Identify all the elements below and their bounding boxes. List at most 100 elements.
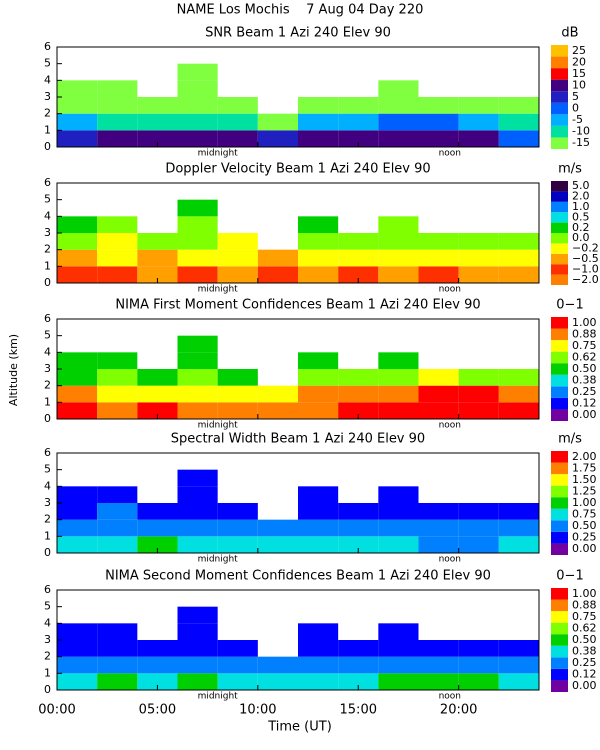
colorbar-band bbox=[551, 485, 568, 498]
cell bbox=[257, 113, 298, 131]
cell bbox=[498, 640, 539, 657]
colorbar-band bbox=[551, 91, 568, 103]
cell bbox=[137, 536, 178, 553]
cell bbox=[257, 519, 298, 537]
cell bbox=[97, 352, 138, 369]
colorbar-band bbox=[551, 634, 568, 646]
y-tick-label: 0 bbox=[44, 276, 51, 289]
cell bbox=[177, 80, 218, 97]
colorbar-label: 1.25 bbox=[572, 484, 597, 497]
colorbar-label: 2.00 bbox=[572, 450, 597, 463]
cell bbox=[57, 640, 98, 657]
colorbar-label: 0.88 bbox=[572, 598, 597, 611]
y-tick-label: 5 bbox=[44, 600, 51, 613]
y-axis-label: Altitude (km) bbox=[7, 334, 20, 406]
colorbar-label: −1.0 bbox=[572, 262, 599, 275]
cell bbox=[458, 97, 499, 114]
colorbar-label: 25 bbox=[572, 44, 586, 57]
cell bbox=[378, 233, 419, 250]
cell bbox=[57, 97, 98, 114]
cell bbox=[418, 519, 459, 537]
cell bbox=[498, 656, 539, 674]
cell bbox=[458, 266, 499, 283]
panel-units: 0−1 bbox=[556, 298, 583, 313]
cell bbox=[57, 80, 98, 97]
cell bbox=[177, 369, 218, 386]
colorbar-band bbox=[551, 462, 568, 475]
colorbar-label: 2.0 bbox=[572, 190, 590, 203]
y-tick-label: 5 bbox=[44, 57, 51, 70]
cell bbox=[177, 402, 218, 419]
colorbar-label: 5.0 bbox=[572, 179, 590, 192]
colorbar-label: 0.62 bbox=[572, 350, 597, 363]
cell bbox=[137, 113, 178, 131]
cell bbox=[217, 640, 258, 657]
cell bbox=[498, 97, 539, 114]
cell bbox=[177, 469, 218, 487]
cell bbox=[378, 640, 419, 657]
cell bbox=[418, 249, 459, 267]
cell bbox=[378, 113, 419, 131]
colorbar-band bbox=[551, 45, 568, 57]
cell bbox=[418, 673, 459, 690]
cell bbox=[217, 233, 258, 250]
cell bbox=[298, 266, 339, 283]
y-tick-label: 5 bbox=[44, 463, 51, 476]
colorbar-label: 0.75 bbox=[572, 339, 597, 352]
y-tick-label: 6 bbox=[44, 446, 51, 459]
colorbar-label: 1.0 bbox=[572, 200, 590, 213]
cell bbox=[57, 656, 98, 674]
y-tick-label: 3 bbox=[44, 496, 51, 509]
cell bbox=[498, 233, 539, 250]
colorbar-band bbox=[551, 233, 568, 244]
cell bbox=[57, 113, 98, 131]
cell bbox=[298, 656, 339, 674]
y-tick-label: 6 bbox=[44, 312, 51, 325]
cell bbox=[338, 385, 379, 403]
colorbar-band bbox=[551, 363, 568, 375]
colorbar-band bbox=[551, 351, 568, 364]
colorbar-label: 0.62 bbox=[572, 621, 597, 634]
cell bbox=[298, 97, 339, 114]
colorbar-label: 1.75 bbox=[572, 461, 597, 474]
cell bbox=[338, 536, 379, 553]
y-tick-label: 6 bbox=[44, 176, 51, 189]
colorbar-band bbox=[551, 243, 568, 254]
cell bbox=[418, 385, 459, 403]
colorbar-band bbox=[551, 253, 568, 265]
cell bbox=[418, 233, 459, 250]
cell bbox=[498, 130, 539, 147]
cell bbox=[97, 130, 138, 147]
colorbar-label: 1.00 bbox=[572, 496, 597, 509]
cell bbox=[458, 656, 499, 674]
cell bbox=[137, 402, 178, 419]
y-tick-label: 2 bbox=[44, 107, 51, 120]
x-tick-label: 20:00 bbox=[440, 703, 477, 718]
cell bbox=[57, 519, 98, 537]
y-tick-label: 3 bbox=[44, 90, 51, 103]
y-tick-label: 4 bbox=[44, 616, 51, 629]
cell bbox=[257, 402, 298, 419]
cell bbox=[298, 402, 339, 419]
colorbar-label: 0.12 bbox=[572, 397, 597, 410]
cell bbox=[378, 519, 419, 537]
y-tick-label: 1 bbox=[44, 259, 51, 272]
colorbar-band bbox=[551, 451, 568, 463]
cell bbox=[57, 503, 98, 520]
y-tick-label: 5 bbox=[44, 329, 51, 342]
cell bbox=[498, 402, 539, 419]
cell bbox=[458, 233, 499, 250]
cell bbox=[458, 640, 499, 657]
cell bbox=[97, 249, 138, 267]
annotation: noon bbox=[439, 555, 461, 565]
cell bbox=[338, 249, 379, 267]
cell bbox=[418, 130, 459, 147]
cell bbox=[97, 536, 138, 553]
y-tick-label: 2 bbox=[44, 513, 51, 526]
cell bbox=[97, 97, 138, 114]
cell bbox=[298, 519, 339, 537]
colorbar-label: −2.0 bbox=[572, 273, 599, 286]
y-tick-label: 5 bbox=[44, 193, 51, 206]
cell bbox=[57, 233, 98, 250]
y-tick-label: 2 bbox=[44, 650, 51, 663]
